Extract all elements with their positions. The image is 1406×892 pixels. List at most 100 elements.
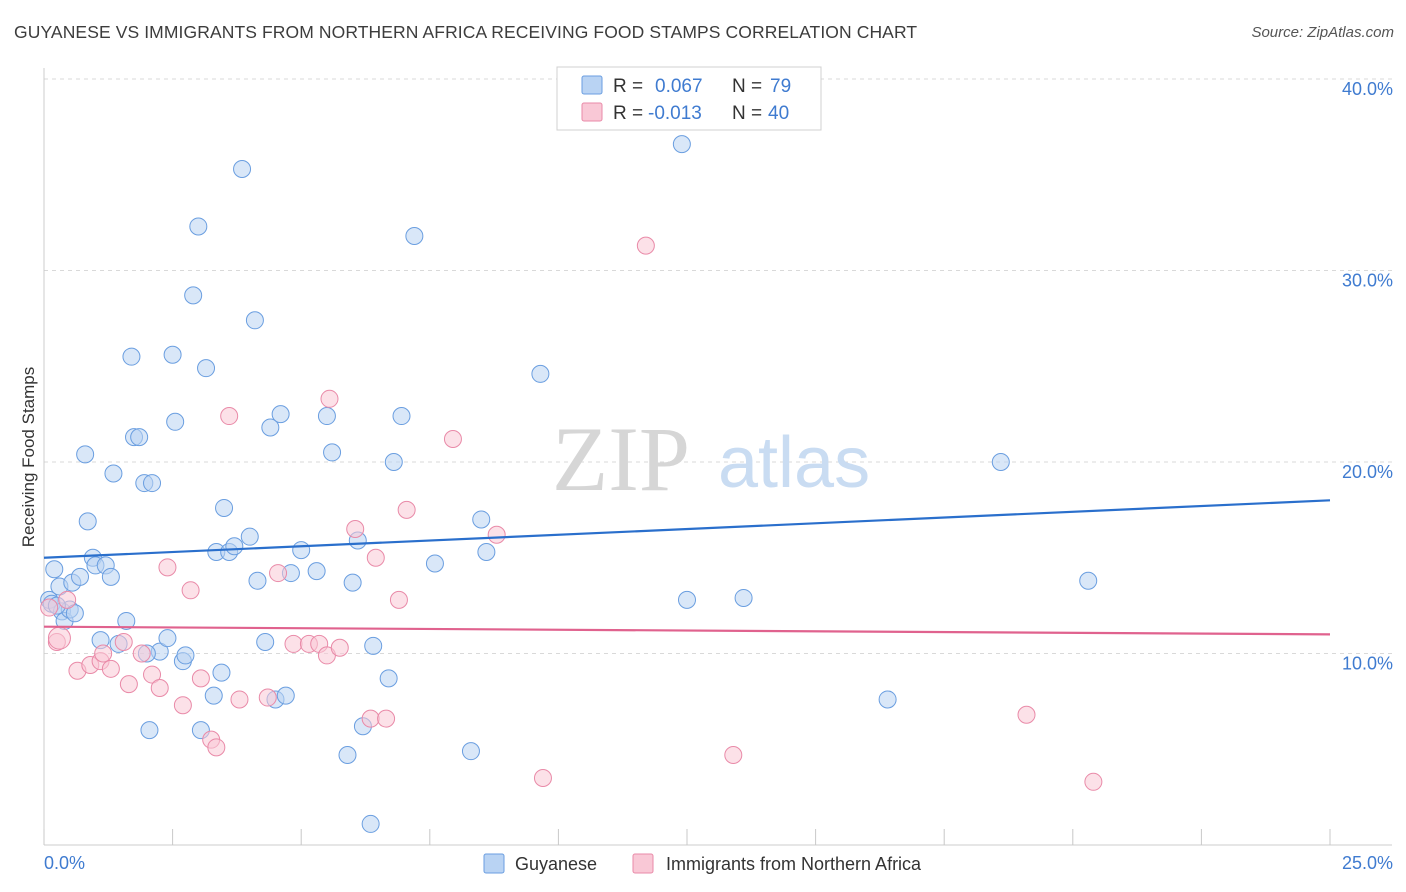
guyanese-point xyxy=(248,571,267,590)
guyanese-point xyxy=(991,453,1010,471)
guyanese-point xyxy=(117,611,136,630)
guyanese-point xyxy=(130,428,149,447)
guyanese-r-label: R = xyxy=(613,76,643,97)
africa-point xyxy=(173,696,192,715)
africa-point xyxy=(389,590,408,609)
africa-r-label: R = xyxy=(613,103,643,124)
guyanese-trend-line xyxy=(43,499,1331,559)
guyanese-point xyxy=(276,686,295,705)
guyanese-point xyxy=(379,669,398,688)
africa-point xyxy=(533,768,552,787)
y-tick-labels: 10.0% 20.0% 30.0% 40.0% xyxy=(1342,79,1393,674)
africa-trend-line xyxy=(43,625,1331,636)
guyanese-point xyxy=(672,135,691,154)
y-tick-label: 30.0% xyxy=(1342,271,1393,291)
guyanese-n-value: 79 xyxy=(770,76,791,97)
guyanese-point xyxy=(122,347,141,366)
stats-legend: R = 0.067 N = 79 R = -0.013 N = 40 xyxy=(556,66,822,131)
africa-point xyxy=(207,738,226,757)
y-axis-title: Receiving Food Stamps xyxy=(19,367,38,547)
x-tick-label-max: 25.0% xyxy=(1342,853,1393,873)
africa-point xyxy=(58,590,77,609)
guyanese-point xyxy=(392,407,411,426)
guyanese-point xyxy=(212,663,231,682)
guyanese-point xyxy=(343,573,362,592)
africa-point xyxy=(143,665,162,684)
africa-point xyxy=(158,558,177,577)
guyanese-point xyxy=(245,311,264,330)
guyanese-point xyxy=(215,498,234,517)
africa-point xyxy=(119,675,138,694)
y-tick-label: 20.0% xyxy=(1342,462,1393,482)
africa-point xyxy=(361,709,380,728)
x-tick-label-min: 0.0% xyxy=(44,853,85,873)
guyanese-point xyxy=(405,227,424,246)
guyanese-point xyxy=(65,604,84,623)
africa-point xyxy=(487,525,506,544)
guyanese-point xyxy=(878,690,897,709)
guyanese-point xyxy=(256,633,275,652)
guyanese-point xyxy=(189,217,208,236)
guyanese-point xyxy=(678,590,696,609)
guyanese-point xyxy=(364,636,383,655)
guyanese-point xyxy=(163,345,182,364)
guyanese-point xyxy=(184,286,203,305)
africa-point xyxy=(724,745,743,764)
guyanese-point xyxy=(323,443,342,462)
guyanese-point xyxy=(240,527,259,546)
guyanese-point xyxy=(384,453,403,471)
guyanese-point xyxy=(104,464,123,483)
y-tick-label: 10.0% xyxy=(1342,654,1393,674)
africa-point xyxy=(114,633,133,652)
guyanese-point xyxy=(225,537,244,556)
guyanese-point xyxy=(76,445,95,464)
watermark-zip: ZIP xyxy=(552,408,690,510)
guyanese-point xyxy=(204,686,223,705)
guyanese-point xyxy=(261,418,280,437)
guyanese-point xyxy=(101,567,120,586)
africa-point xyxy=(269,564,288,583)
africa-point xyxy=(284,634,303,653)
x-axis-ticks xyxy=(43,829,1331,845)
guyanese-point xyxy=(143,474,162,493)
series-legend: Guyanese Immigrants from Northern Africa xyxy=(483,853,922,874)
guyanese-point xyxy=(338,745,357,764)
guyanese-point xyxy=(166,412,185,431)
guyanese-point xyxy=(140,721,159,740)
guyanese-point xyxy=(197,359,216,378)
africa-point xyxy=(191,669,210,688)
africa-point xyxy=(47,626,71,650)
africa-point xyxy=(330,638,349,657)
africa-point xyxy=(230,690,249,709)
africa-series-label: Immigrants from Northern Africa xyxy=(666,854,922,874)
africa-n-label: N = xyxy=(732,103,762,124)
guyanese-point xyxy=(317,407,336,426)
africa-point xyxy=(220,407,239,426)
africa-point xyxy=(258,688,277,707)
guyanese-legend-swatch xyxy=(581,75,603,95)
africa-point xyxy=(346,520,365,539)
africa-point xyxy=(101,659,120,678)
guyanese-series-swatch xyxy=(483,853,505,874)
guyanese-point xyxy=(71,567,90,586)
africa-point xyxy=(397,500,416,519)
africa-point xyxy=(636,236,655,255)
guyanese-point xyxy=(472,510,491,529)
africa-point xyxy=(1017,705,1036,724)
guyanese-n-label: N = xyxy=(732,76,762,97)
africa-point xyxy=(40,598,59,617)
guyanese-point xyxy=(425,554,444,573)
africa-series-swatch xyxy=(632,853,654,874)
guyanese-point xyxy=(1079,571,1098,590)
africa-points xyxy=(40,236,1103,791)
guyanese-point xyxy=(158,629,177,648)
source-label: Source: ZipAtlas.com xyxy=(1251,24,1394,41)
guyanese-point xyxy=(531,364,550,383)
africa-point xyxy=(443,430,462,449)
guyanese-point xyxy=(461,742,480,761)
guyanese-point xyxy=(734,588,753,607)
africa-point xyxy=(320,389,339,408)
guyanese-r-value: 0.067 xyxy=(655,76,703,97)
guyanese-point xyxy=(271,405,290,424)
